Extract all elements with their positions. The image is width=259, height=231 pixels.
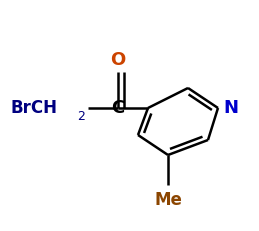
Text: 2: 2 (77, 109, 85, 122)
Text: O: O (110, 51, 126, 69)
Text: C: C (111, 99, 125, 117)
Text: BrCH: BrCH (10, 99, 57, 117)
Text: N: N (223, 99, 238, 117)
Text: Me: Me (154, 191, 182, 209)
